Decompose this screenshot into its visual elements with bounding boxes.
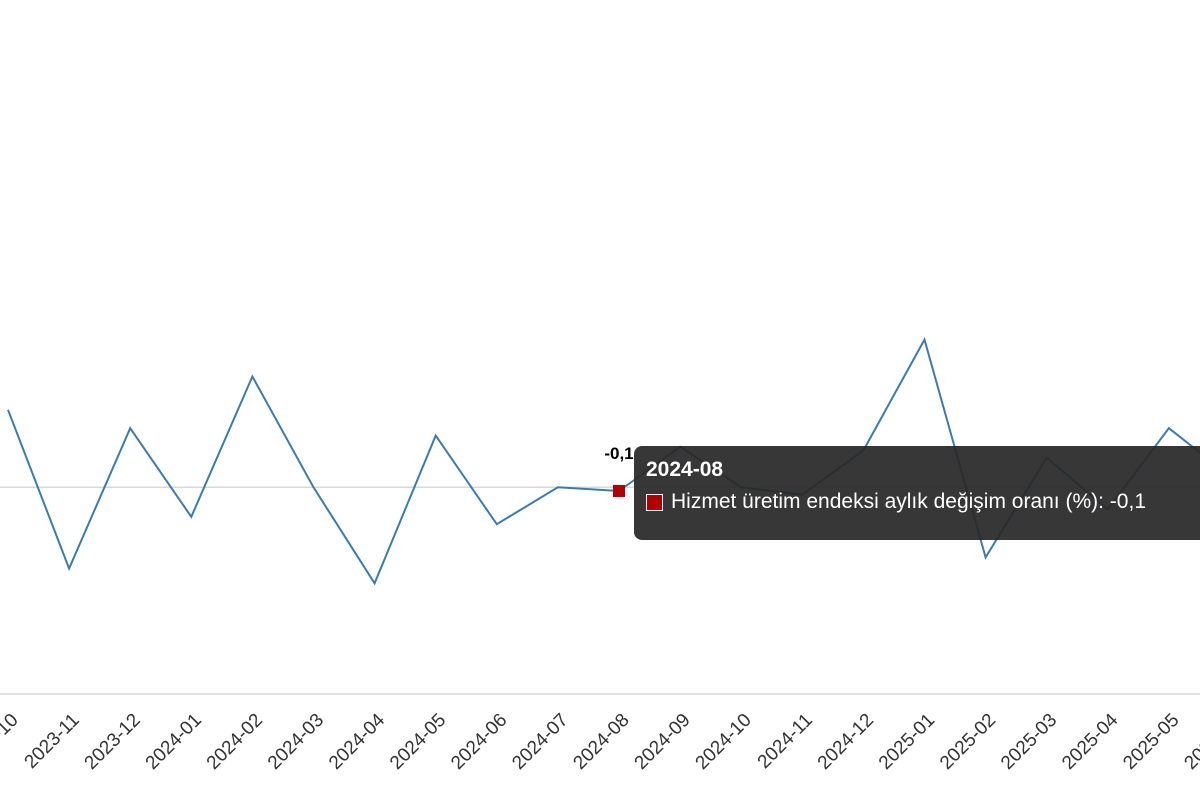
highlighted-point-marker[interactable] xyxy=(613,484,625,497)
series-point[interactable] xyxy=(65,564,73,572)
tooltip-title: 2024-08 xyxy=(646,458,724,481)
x-tick-label: 2025-03 xyxy=(997,710,1061,774)
tooltip-row: Hizmet üretim endeksi aylık değişim oran… xyxy=(646,490,1200,514)
x-tick-label: 2024-04 xyxy=(325,709,389,773)
x-tick-label: 2023-11 xyxy=(21,710,84,773)
x-tick-label: 2024-05 xyxy=(386,710,450,774)
x-tick-label: 2024-07 xyxy=(508,710,572,774)
x-tick-label: 2024-11 xyxy=(754,710,817,773)
x-tick-label: 2025-06 xyxy=(1180,710,1200,774)
series-point[interactable] xyxy=(4,406,12,414)
series-point[interactable] xyxy=(921,336,929,344)
x-tick-label: 2024-01 xyxy=(142,710,206,774)
series-point[interactable] xyxy=(432,432,440,440)
x-tick-label: 2024-09 xyxy=(631,710,695,774)
series-point[interactable] xyxy=(1165,424,1173,432)
x-tick-label: 2024-02 xyxy=(203,710,267,774)
highlighted-point-data-label: -0,1 xyxy=(604,444,633,463)
series-point[interactable] xyxy=(371,579,379,587)
x-tick-label: 2024-06 xyxy=(447,710,511,774)
series-point[interactable] xyxy=(126,424,134,432)
x-tick-label: 2024-10 xyxy=(692,710,756,774)
series-point[interactable] xyxy=(310,483,318,491)
data-tooltip: 2024-08 Hizmet üretim endeksi aylık deği… xyxy=(634,446,1200,540)
x-tick-label: 2025-04 xyxy=(1058,709,1122,773)
series-point[interactable] xyxy=(982,553,990,561)
x-axis-tick-labels: 2023-102023-112023-122024-012024-022024-… xyxy=(0,709,1200,773)
x-tick-label: 2024-08 xyxy=(569,710,633,774)
tooltip-series-label: Hizmet üretim endeksi aylık değişim oran… xyxy=(671,490,1146,513)
x-tick-label: 2025-02 xyxy=(936,710,1000,774)
x-tick-label: 2025-05 xyxy=(1119,710,1183,774)
tooltip-series-swatch xyxy=(646,493,663,511)
series-point[interactable] xyxy=(493,520,501,528)
series-point[interactable] xyxy=(187,513,195,521)
x-tick-label: 2023-10 xyxy=(0,710,23,774)
x-tick-label: 2025-01 xyxy=(875,710,939,774)
x-tick-label: 2024-03 xyxy=(264,710,328,774)
series-point[interactable] xyxy=(248,373,256,381)
x-tick-label: 2023-12 xyxy=(81,710,145,774)
x-tick-label: 2024-12 xyxy=(814,710,878,774)
series-point[interactable] xyxy=(554,483,562,491)
